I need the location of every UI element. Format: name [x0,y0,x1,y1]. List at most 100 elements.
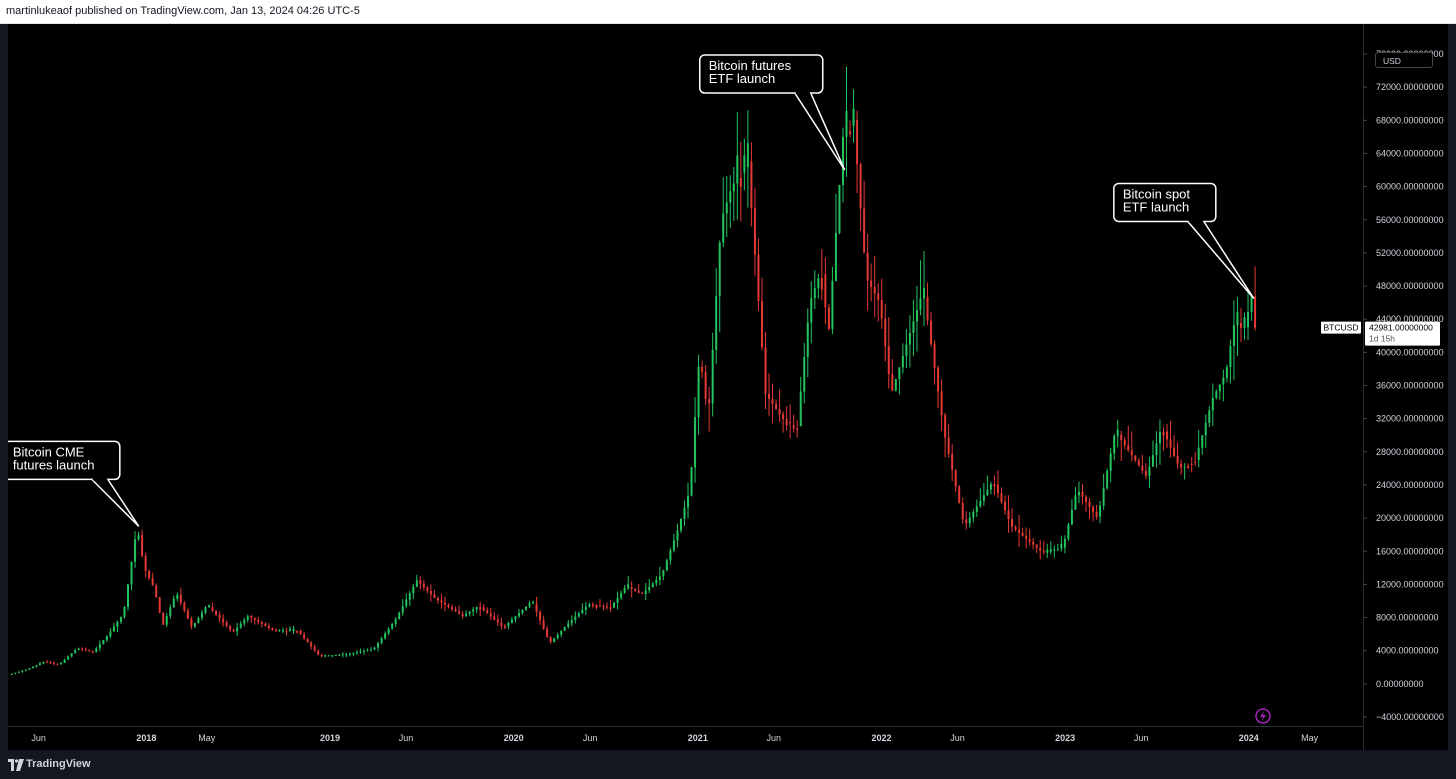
candle-body [514,616,517,620]
candle-body [239,623,242,628]
candle-body [961,503,964,520]
candle-body [736,155,739,184]
candle-body [123,606,126,617]
candle-body [556,634,559,639]
candle-body [996,484,999,494]
candle-body [373,647,376,650]
candle-body [232,629,235,632]
candle-body [454,609,457,612]
candle-body [461,613,464,616]
y-tick-label: 28000.00000000 [1376,447,1444,457]
candle-body [489,613,492,617]
candle-body [641,592,644,594]
candle-body [1173,447,1176,456]
candle-body [204,607,207,613]
candle-body [665,560,668,571]
candle-body [49,662,52,664]
candle-body [391,623,394,629]
candle-body [229,626,232,630]
tradingview-brand[interactable]: TradingView [26,758,91,770]
candle-body [1162,431,1165,436]
candle-body [838,184,841,233]
candle-body [630,587,633,589]
candle-body [1109,453,1112,471]
tradingview-logo-icon[interactable] [8,759,24,771]
candle-body [722,213,725,243]
candle-body [982,495,985,501]
candle-body [584,606,587,610]
candle-body [553,638,556,643]
candle-body [827,307,830,329]
candle-body [870,280,873,287]
candle-body [627,584,630,589]
candle-body [119,616,122,622]
y-tick-label: 20000.00000000 [1376,513,1444,523]
candle-body [1035,544,1038,548]
candle-body [42,661,45,664]
chart-frame[interactable]: 76000.0000000072000.0000000068000.000000… [8,24,1448,750]
callout-pointer [1187,220,1255,299]
candle-body [1088,501,1091,507]
candle-body [482,607,485,611]
candle-body [859,164,862,209]
lightning-icon[interactable] [1255,708,1271,724]
candle-body [908,332,911,345]
candle-body [1007,510,1010,519]
y-tick-label: 32000.00000000 [1376,414,1444,424]
candle-body [267,625,270,628]
candle-body [1254,296,1257,328]
y-tick-label: 64000.00000000 [1376,148,1444,158]
candle-body [1204,422,1207,436]
candle-body [768,393,771,399]
candle-body [112,626,115,632]
y-tick-label: 8000.00000000 [1376,613,1439,623]
candle-body [320,654,323,657]
candle-body [475,607,478,610]
candle-body [701,366,704,372]
candle-body [1137,460,1140,466]
candle-body [951,453,954,471]
candle-body [1067,524,1070,539]
candle-body [348,653,351,655]
candle-body [327,655,330,657]
candle-body [1247,311,1250,328]
candle-body [1232,325,1235,347]
candle-body [834,232,837,281]
currency-selector[interactable]: USD [1375,52,1433,68]
candle-body [285,630,288,632]
price-chart[interactable]: 76000.0000000072000.0000000068000.000000… [8,24,1448,750]
candle-body [116,621,119,627]
candle-body [102,640,105,645]
candle-body [218,614,221,619]
x-tick-label: 2018 [136,733,156,743]
candle-body [1215,391,1218,398]
candle-body [60,662,63,665]
callout-text: Bitcoin CME [13,444,85,459]
candle-body [197,617,200,624]
y-tick-label: 12000.00000000 [1376,579,1444,589]
candle-body [845,110,848,137]
candle-body [1070,509,1073,525]
candle-body [172,598,175,608]
candle-body [1074,495,1077,510]
y-tick-label: 40000.00000000 [1376,347,1444,357]
candle-body [743,155,746,173]
candle-body [264,623,267,626]
candle-body [517,613,520,617]
candle-body [1077,491,1080,496]
candle-body [1113,436,1116,454]
candle-body [134,539,137,562]
candle-body [922,288,925,299]
candle-body [944,414,947,438]
candle-body [1085,496,1088,502]
candle-body [1099,505,1102,517]
candle-body [1229,346,1232,368]
candle-body [937,367,940,392]
candle-body [1011,518,1014,527]
candle-body [764,347,767,394]
candle-body [1208,410,1211,423]
candle-body [852,108,855,126]
callout-box [698,54,824,94]
candle-body [989,484,992,490]
candle-body [792,425,795,429]
